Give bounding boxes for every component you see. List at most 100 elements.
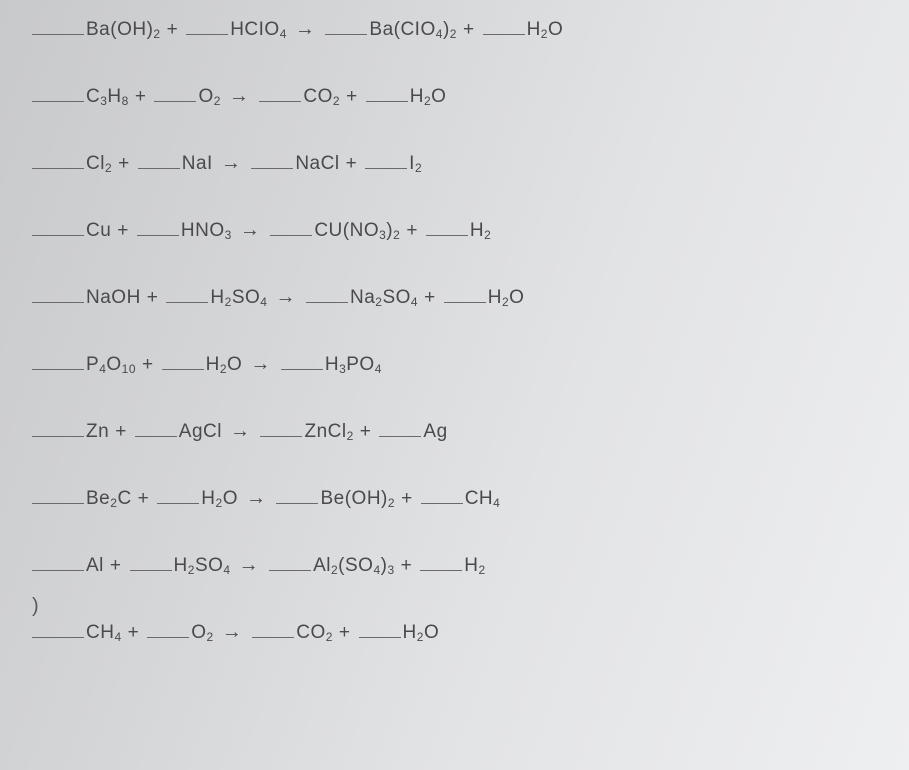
chemical-term: Be2C	[86, 488, 132, 510]
reaction-arrow: →	[250, 353, 271, 376]
chemical-term: H2	[470, 220, 491, 242]
chemical-term: Ba(OH)2	[86, 19, 161, 41]
reaction-arrow: →	[295, 18, 316, 41]
plus-symbol: +	[463, 19, 475, 41]
plus-symbol: +	[424, 287, 436, 309]
chemical-term: Zn	[86, 421, 109, 443]
equation-row: Al + H2SO4 → Al2(SO4)3 + H2	[30, 554, 909, 577]
coefficient-blank[interactable]	[138, 155, 180, 169]
equation-row: Zn+ AgCl→ZnCl2+Ag	[30, 420, 909, 443]
plus-symbol: +	[117, 220, 129, 242]
equation-row: Ba(OH)2+ HCIO4→Ba(CIO4)2+H2O	[30, 18, 909, 41]
equation-row: Be2C+ H2O→Be(OH)2+CH4	[30, 487, 909, 510]
plus-symbol: +	[115, 421, 127, 443]
coefficient-blank[interactable]	[426, 222, 468, 236]
coefficient-blank[interactable]	[32, 88, 84, 102]
coefficient-blank[interactable]	[32, 155, 84, 169]
coefficient-blank[interactable]	[281, 356, 323, 370]
coefficient-blank[interactable]	[32, 490, 84, 504]
chemical-term: CH4	[465, 488, 501, 510]
chemical-term: H2	[464, 555, 485, 577]
coefficient-blank[interactable]	[269, 557, 311, 571]
reaction-arrow: →	[246, 487, 267, 510]
plus-symbol: +	[346, 153, 358, 175]
coefficient-blank[interactable]	[32, 557, 84, 571]
equation-row: NaOH+ H2SO4→Na2SO4+H2O	[30, 286, 909, 309]
equation-row: ) CH4+ O2→CO2+H2O	[30, 621, 909, 644]
coefficient-blank[interactable]	[259, 88, 301, 102]
coefficient-blank[interactable]	[137, 222, 179, 236]
chemical-term: H2O	[206, 354, 243, 376]
coefficient-blank[interactable]	[162, 356, 204, 370]
plus-symbol: +	[401, 488, 413, 510]
reaction-arrow: →	[222, 621, 243, 644]
chemical-term: Cu	[86, 220, 111, 242]
coefficient-blank[interactable]	[365, 155, 407, 169]
plus-symbol: +	[135, 86, 147, 108]
coefficient-blank[interactable]	[276, 490, 318, 504]
coefficient-blank[interactable]	[32, 423, 84, 437]
chemical-term: ZnCl2	[304, 421, 353, 443]
coefficient-blank[interactable]	[420, 557, 462, 571]
chemical-term: I2	[409, 153, 422, 175]
chemical-term: Al2(SO4)3	[313, 555, 395, 577]
coefficient-blank[interactable]	[186, 21, 228, 35]
coefficient-blank[interactable]	[260, 423, 302, 437]
chemical-term: Cl2	[86, 153, 112, 175]
plus-symbol: +	[128, 622, 140, 644]
reaction-arrow: →	[239, 554, 260, 577]
chemical-term: Al	[86, 555, 104, 577]
chemical-term: H2O	[201, 488, 238, 510]
coefficient-blank[interactable]	[154, 88, 196, 102]
coefficient-blank[interactable]	[483, 21, 525, 35]
paren-marker: )	[32, 595, 39, 618]
coefficient-blank[interactable]	[32, 222, 84, 236]
plus-symbol: +	[110, 555, 122, 577]
plus-symbol: +	[406, 220, 418, 242]
reaction-arrow: →	[230, 420, 251, 443]
coefficient-blank[interactable]	[32, 624, 84, 638]
coefficient-blank[interactable]	[252, 624, 294, 638]
coefficient-blank[interactable]	[421, 490, 463, 504]
chemical-term: H2O	[410, 86, 447, 108]
chemical-term: H2O	[403, 622, 440, 644]
equation-row: C3H8+ O2→CO2+H2O	[30, 85, 909, 108]
equation-row: P4O10+ H2O→H3PO4	[30, 353, 909, 376]
coefficient-blank[interactable]	[251, 155, 293, 169]
coefficient-blank[interactable]	[135, 423, 177, 437]
chemical-term: Ba(CIO4)2	[369, 19, 457, 41]
plus-symbol: +	[401, 555, 413, 577]
chemical-term: HNO3	[181, 220, 232, 242]
coefficient-blank[interactable]	[270, 222, 312, 236]
coefficient-blank[interactable]	[147, 624, 189, 638]
coefficient-blank[interactable]	[379, 423, 421, 437]
equation-row: Cu + HNO3 → CU(NO3)2 + H2	[30, 219, 909, 242]
reaction-arrow: →	[221, 152, 242, 175]
coefficient-blank[interactable]	[325, 21, 367, 35]
coefficient-blank[interactable]	[166, 289, 208, 303]
plus-symbol: +	[118, 153, 130, 175]
coefficient-blank[interactable]	[366, 88, 408, 102]
chemical-term: NaCl	[295, 153, 339, 175]
coefficient-blank[interactable]	[32, 21, 84, 35]
reaction-arrow: →	[240, 219, 261, 242]
coefficient-blank[interactable]	[130, 557, 172, 571]
plus-symbol: +	[346, 86, 358, 108]
coefficient-blank[interactable]	[359, 624, 401, 638]
coefficient-blank[interactable]	[306, 289, 348, 303]
chemical-term: NaOH	[86, 287, 141, 309]
chemical-term: CU(NO3)2	[314, 220, 400, 242]
chemical-term: Be(OH)2	[320, 488, 395, 510]
coefficient-blank[interactable]	[444, 289, 486, 303]
plus-symbol: +	[147, 287, 159, 309]
chemical-term: AgCl	[179, 421, 222, 443]
coefficient-blank[interactable]	[32, 356, 84, 370]
chemical-term: HCIO4	[230, 19, 287, 41]
reaction-arrow: →	[275, 286, 296, 309]
chemical-term: Ag	[423, 421, 447, 443]
chemical-term: H2SO4	[174, 555, 231, 577]
coefficient-blank[interactable]	[157, 490, 199, 504]
chemical-term: C3H8	[86, 86, 129, 108]
chemical-term: H2O	[527, 19, 564, 41]
coefficient-blank[interactable]	[32, 289, 84, 303]
